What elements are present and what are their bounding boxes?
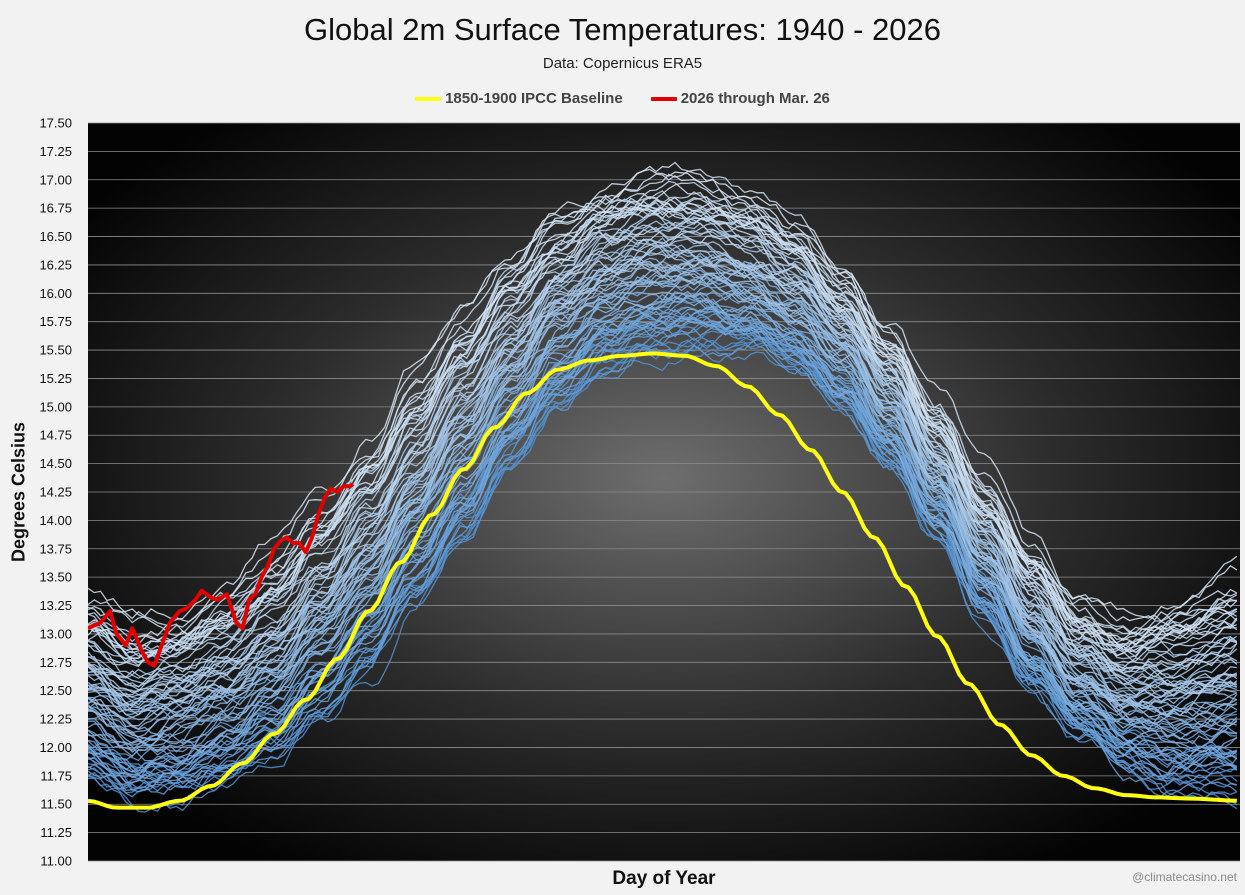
history-year-line-1975 bbox=[88, 276, 1238, 731]
history-year-line-2013 bbox=[88, 200, 1238, 659]
y-axis-label: Degrees Celsius bbox=[8, 421, 29, 563]
y-tick-label: 11.00 bbox=[40, 854, 72, 869]
current-year-series-line bbox=[88, 482, 355, 668]
y-tick-label: 11.50 bbox=[40, 797, 72, 812]
y-tick-label: 12.75 bbox=[39, 655, 72, 670]
y-tick-label: 12.25 bbox=[39, 712, 72, 727]
y-tick-label: 14.50 bbox=[39, 456, 72, 471]
y-tick-label: 13.25 bbox=[39, 598, 72, 613]
y-axis-ticks: 11.00 11.25 11.50 11.75 12.00 12.25 12.50 12.75… bbox=[39, 116, 72, 869]
history-year-line-1962 bbox=[88, 308, 1238, 780]
history-year-line-1974 bbox=[88, 290, 1238, 754]
y-tick-label: 16.00 bbox=[39, 286, 72, 301]
legend-label-current-year: 2026 through Mar. 26 bbox=[680, 90, 830, 107]
history-year-line-2009 bbox=[88, 226, 1238, 685]
history-year-line-2019 bbox=[88, 181, 1238, 659]
y-tick-label: 15.25 bbox=[39, 371, 72, 386]
history-year-line-1988 bbox=[88, 259, 1237, 713]
y-tick-label: 14.75 bbox=[39, 428, 72, 443]
history-year-line-1994 bbox=[88, 237, 1237, 717]
history-year-line-1942 bbox=[88, 338, 1238, 796]
history-year-line-1984 bbox=[88, 256, 1238, 740]
y-tick-label: 15.75 bbox=[39, 314, 72, 329]
highlight-series bbox=[88, 351, 1237, 810]
legend-swatch-current-year bbox=[650, 96, 677, 101]
y-tick-label: 11.25 bbox=[40, 825, 72, 840]
y-tick-label: 13.00 bbox=[39, 626, 72, 641]
y-tick-label: 12.00 bbox=[39, 740, 72, 755]
history-year-line-1991 bbox=[88, 258, 1238, 728]
history-year-line-2011 bbox=[88, 198, 1237, 669]
legend-entry-current: 2026 through Mar. 26 bbox=[650, 90, 830, 107]
y-tick-label: 16.25 bbox=[39, 257, 72, 272]
history-year-line-2007 bbox=[88, 217, 1238, 692]
legend: 1850-1900 IPCC Baseline 2026 through Mar… bbox=[0, 90, 1245, 107]
history-year-line-1992 bbox=[88, 246, 1237, 706]
y-tick-label: 13.75 bbox=[39, 541, 72, 556]
legend-swatch-baseline bbox=[415, 96, 442, 101]
y-tick-label: 17.25 bbox=[39, 144, 72, 159]
y-tick-label: 14.00 bbox=[39, 513, 72, 528]
history-year-line-1995 bbox=[88, 248, 1238, 707]
y-tick-label: 17.00 bbox=[39, 172, 72, 187]
y-tick-label: 15.50 bbox=[39, 343, 72, 358]
x-axis-label: Day of Year bbox=[612, 868, 716, 889]
history-year-line-2022 bbox=[88, 180, 1237, 647]
y-tick-label: 15.00 bbox=[39, 399, 72, 414]
y-tick-label: 16.50 bbox=[39, 229, 72, 244]
y-tick-label: 13.50 bbox=[39, 570, 72, 585]
history-year-line-2024 bbox=[88, 168, 1238, 623]
history-year-line-2021 bbox=[88, 173, 1238, 643]
y-tick-label: 14.25 bbox=[39, 485, 72, 500]
y-tick-label: 17.50 bbox=[39, 116, 72, 131]
watermark: @climatecasino.net bbox=[1132, 870, 1237, 884]
history-year-line-1958 bbox=[88, 306, 1237, 764]
gridlines bbox=[88, 122, 1240, 862]
legend-entry-baseline: 1850-1900 IPCC Baseline bbox=[415, 90, 623, 107]
y-tick-label: 12.50 bbox=[39, 683, 72, 698]
chart-title: Global 2m Surface Temperatures: 1940 - 2… bbox=[303, 12, 941, 47]
history-year-line-1965 bbox=[88, 306, 1238, 784]
y-tick-label: 16.75 bbox=[39, 201, 72, 216]
legend-label-baseline: 1850-1900 IPCC Baseline bbox=[445, 90, 623, 107]
chart-subtitle: Data: Copernicus ERA5 bbox=[542, 55, 703, 72]
history-year-line-1996 bbox=[88, 252, 1238, 698]
history-year-line-1976 bbox=[88, 267, 1238, 741]
baseline-series-line bbox=[88, 351, 1237, 810]
y-tick-label: 11.75 bbox=[40, 768, 72, 783]
history-year-line-2023 bbox=[88, 196, 1237, 645]
history-year-line-1964 bbox=[88, 304, 1237, 784]
history-year-line-1955 bbox=[88, 312, 1237, 797]
history-year-line-2020 bbox=[88, 196, 1238, 653]
history-year-line-2000 bbox=[88, 218, 1238, 688]
historical-year-lines bbox=[88, 161, 1238, 813]
history-year-line-2016 bbox=[88, 201, 1238, 654]
history-year-line-1960 bbox=[88, 315, 1237, 793]
